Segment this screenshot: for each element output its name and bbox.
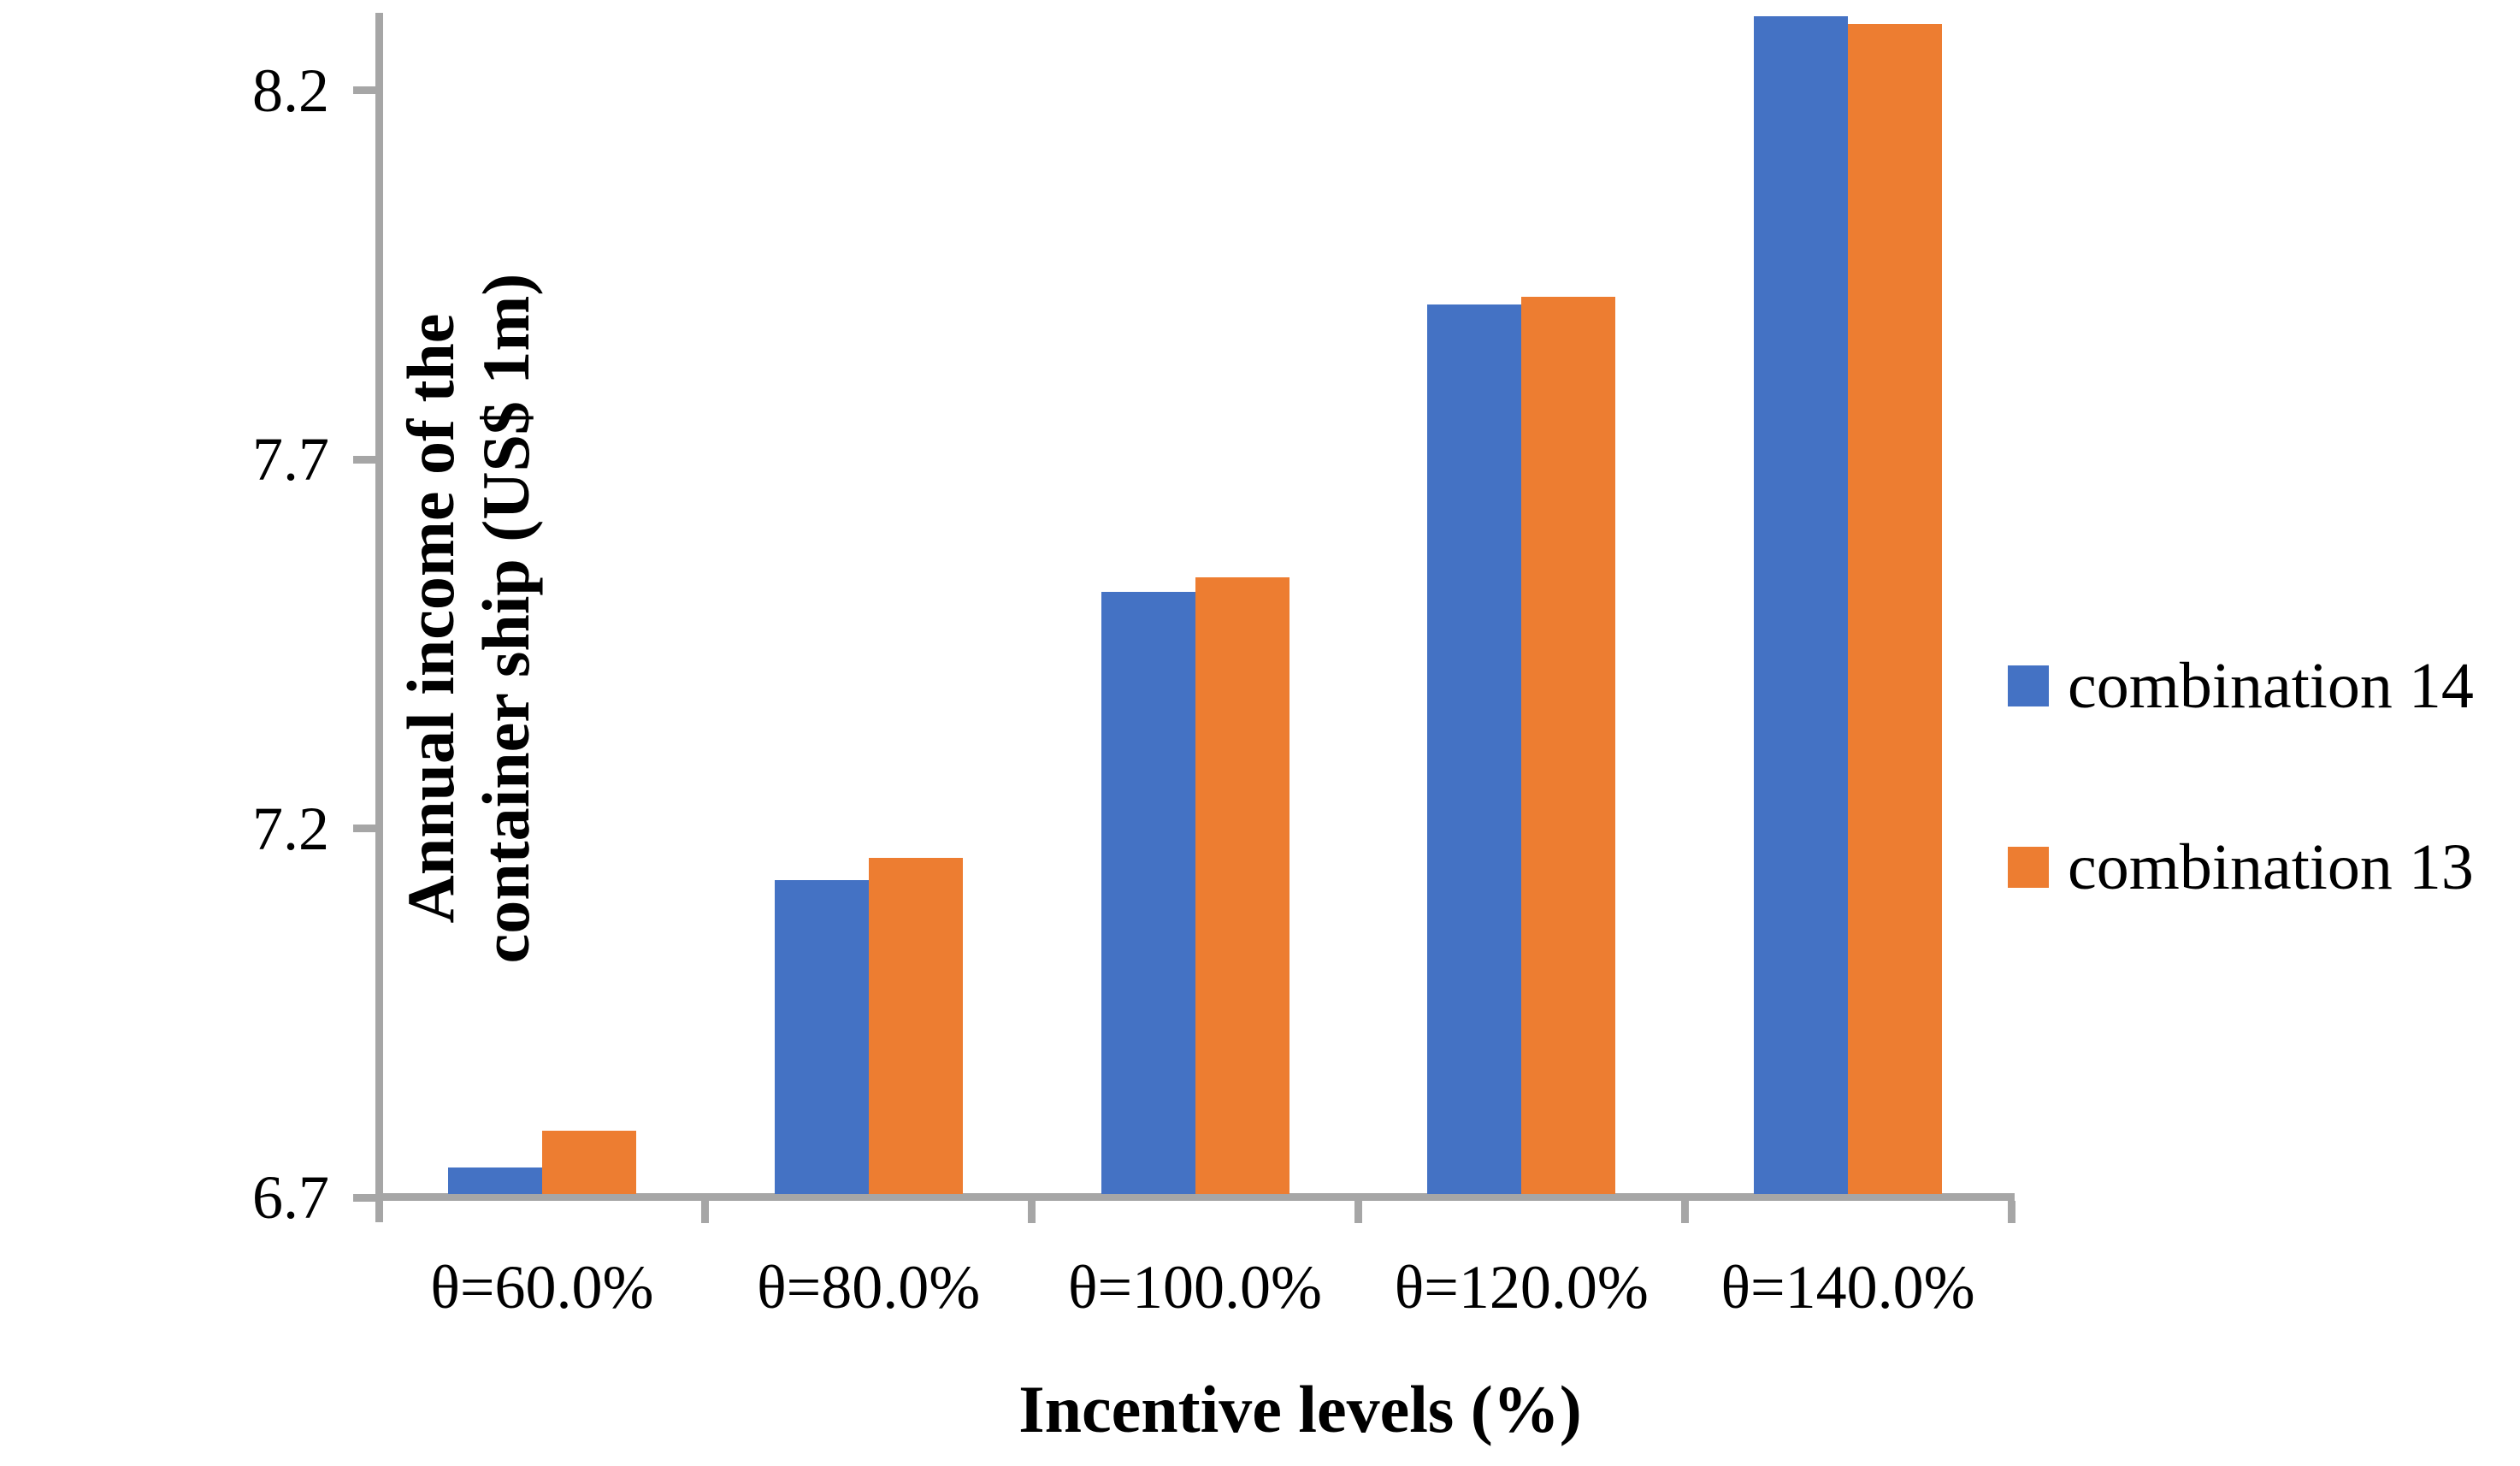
bar-combination-14-θ=120.0% — [1427, 304, 1522, 1194]
plot-area: Annual income of the container ship (US$… — [252, 13, 2015, 1321]
x-category-label: θ=60.0% — [430, 1253, 654, 1321]
legend: combination 14 combination 13 — [2008, 0, 2520, 1466]
y-axis-line — [375, 13, 383, 1222]
bar-combination-14-θ=140.0% — [1754, 16, 1849, 1194]
bar-combination-13-θ=80.0% — [868, 858, 963, 1194]
y-tick-label: 7.2 — [252, 794, 329, 863]
x-axis-line — [375, 1193, 2015, 1201]
legend-label: combination 13 — [2068, 831, 2474, 903]
legend-swatch — [2008, 847, 2049, 888]
legend-item-combination-14: combination 14 — [2008, 647, 2474, 724]
y-tick-mark — [353, 86, 375, 95]
bar-combination-13-θ=140.0% — [1848, 23, 1943, 1194]
x-tick-mark — [2007, 1201, 2015, 1223]
x-tick-mark — [1680, 1201, 1689, 1223]
y-tick-label: 6.7 — [252, 1163, 329, 1232]
y-tick-mark — [353, 825, 375, 833]
bar-combination-14-θ=80.0% — [774, 879, 869, 1194]
legend-label: combination 14 — [2068, 650, 2474, 722]
y-tick-mark — [353, 1193, 375, 1202]
x-category-label: θ=120.0% — [1394, 1253, 1649, 1321]
x-tick-mark — [1354, 1201, 1362, 1223]
y-tick-label: 7.7 — [252, 425, 329, 494]
x-tick-mark — [701, 1201, 710, 1223]
bar-combination-13-θ=60.0% — [541, 1131, 636, 1194]
bar-combination-14-θ=60.0% — [447, 1167, 542, 1194]
bar-combination-13-θ=100.0% — [1195, 577, 1290, 1194]
x-category-label: θ=100.0% — [1067, 1253, 1323, 1321]
x-category-label: θ=80.0% — [757, 1253, 981, 1321]
x-category-label: θ=140.0% — [1720, 1253, 1975, 1321]
y-tick-mark — [353, 455, 375, 464]
y-tick-label: 8.2 — [252, 56, 329, 125]
y-axis-title: Annual income of the container ship (US$… — [393, 273, 543, 964]
x-axis-title: Incentive levels (%) — [1018, 1372, 1582, 1446]
x-tick-mark — [1028, 1201, 1036, 1223]
bar-combination-14-θ=100.0% — [1101, 592, 1195, 1194]
bar-combination-13-θ=120.0% — [1521, 297, 1616, 1194]
legend-item-combination-13: combination 13 — [2008, 829, 2474, 906]
legend-swatch — [2008, 665, 2049, 706]
